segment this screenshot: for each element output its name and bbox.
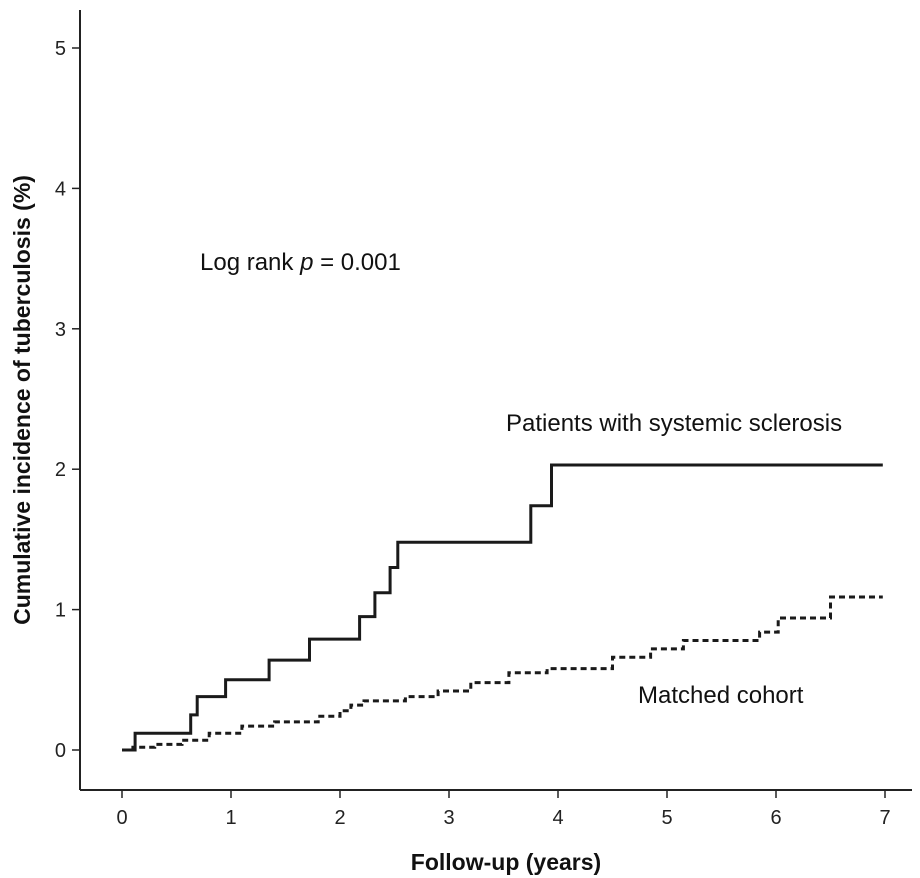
y-axis-title: Cumulative incidence of tuberculosis (%): [9, 175, 35, 625]
series-label-matched-cohort: Matched cohort: [638, 682, 804, 709]
x-tick-label: 2: [334, 807, 345, 829]
series-layer: [122, 463, 883, 752]
x-tick-label: 3: [443, 807, 454, 829]
x-tick-label: 5: [661, 807, 672, 829]
x-tick-label: 0: [116, 807, 127, 829]
y-tick-label: 4: [55, 178, 66, 200]
log-rank-annotation: Log rank p = 0.001: [200, 249, 401, 276]
x-tick-label: 6: [770, 807, 781, 829]
y-axis-ticks: 0 1 2 3 4 5: [55, 38, 80, 762]
series-line-systemic-sclerosis: [122, 463, 883, 752]
y-tick-label: 2: [55, 459, 66, 481]
annotation-prefix: Log rank: [200, 249, 300, 276]
series-label-systemic-sclerosis: Patients with systemic sclerosis: [506, 410, 842, 437]
annotation-p: p: [299, 249, 313, 276]
y-tick-label: 1: [55, 600, 66, 622]
x-axis-ticks: 0 1 2 3 4 5 6 7: [116, 790, 891, 829]
series-line-matched-cohort: [122, 595, 883, 752]
x-tick-label: 4: [552, 807, 563, 829]
y-tick-label: 3: [55, 319, 66, 341]
x-tick-label: 7: [879, 807, 890, 829]
y-tick-label: 0: [55, 740, 66, 762]
y-tick-label: 5: [55, 38, 66, 60]
annotation-suffix: = 0.001: [313, 249, 400, 276]
x-tick-label: 1: [225, 807, 236, 829]
x-axis-title: Follow-up (years): [411, 849, 601, 875]
